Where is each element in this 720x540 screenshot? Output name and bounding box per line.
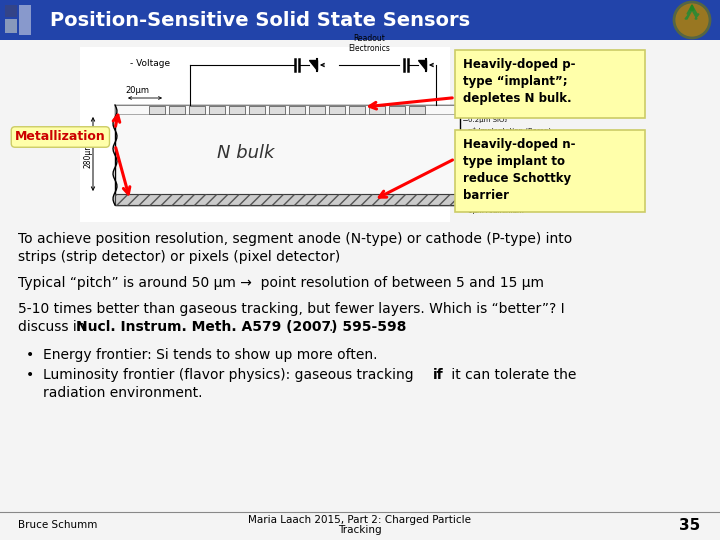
Bar [5, 5, 17, 17]
Text: Energy frontier: Si tends to show up more often.: Energy frontier: Si tends to show up mor… [43, 348, 377, 362]
Polygon shape [418, 60, 426, 70]
Bar [389, 106, 405, 114]
Bar [115, 105, 460, 114]
Bar [115, 105, 460, 205]
Text: Tracking: Tracking [338, 525, 382, 535]
Text: 5-10 times better than gaseous tracking, but fewer layers. Which is “better”? I: 5-10 times better than gaseous tracking,… [18, 302, 564, 316]
Bar [369, 106, 385, 114]
Bar [409, 106, 425, 114]
Text: Nucl. Instrum. Meth. A579 (2007) 595-598: Nucl. Instrum. Meth. A579 (2007) 595-598 [76, 320, 406, 334]
Text: Typical “pitch” is around 50 μm →  point resolution of between 5 and 15 μm: Typical “pitch” is around 50 μm → point … [18, 276, 544, 290]
Bar [115, 194, 460, 205]
Bar [80, 47, 450, 222]
Bar [249, 106, 265, 114]
Bar [209, 106, 225, 114]
Text: •: • [26, 348, 35, 362]
Bar [19, 5, 31, 35]
Bar [309, 106, 325, 114]
Text: •: • [26, 368, 35, 382]
Text: .: . [329, 320, 333, 334]
Bar [349, 106, 365, 114]
Polygon shape [309, 60, 317, 70]
Text: 0.2μm SiO₂: 0.2μm SiO₂ [468, 117, 508, 123]
Text: Maria Laach 2015, Part 2: Charged Particle: Maria Laach 2015, Part 2: Charged Partic… [248, 515, 472, 525]
Circle shape [674, 2, 710, 38]
Text: radiation environment.: radiation environment. [43, 386, 202, 400]
Text: Luminosity frontier (flavor physics): gaseous tracking: Luminosity frontier (flavor physics): ga… [43, 368, 418, 382]
Text: 20μm: 20μm [125, 86, 149, 95]
Bar [5, 19, 17, 33]
Text: Position-Sensitive Solid State Sensors: Position-Sensitive Solid State Sensors [50, 10, 470, 30]
Text: p⁺-Implantation (Boron): p⁺-Implantation (Boron) [468, 127, 552, 134]
Bar [455, 130, 645, 212]
Bar [149, 106, 165, 114]
Bar [455, 50, 645, 118]
Text: - Voltage: - Voltage [130, 58, 170, 68]
Text: strips (strip detector) or pixels (pixel detector): strips (strip detector) or pixels (pixel… [18, 250, 341, 264]
Text: Heavily-doped n-
type implant to
reduce Schottky
barrier: Heavily-doped n- type implant to reduce … [463, 138, 575, 202]
Text: Heavily-doped p-
type “implant”;
depletes N bulk.: Heavily-doped p- type “implant”; deplete… [463, 58, 575, 105]
Text: 1μm Aluminium: 1μm Aluminium [468, 208, 523, 214]
Text: To achieve position resolution, segment anode (N-type) or cathode (P-type) into: To achieve position resolution, segment … [18, 232, 572, 246]
Text: 1μm Aluminium: 1μm Aluminium [468, 108, 523, 114]
Bar [0, 0, 720, 40]
Polygon shape [690, 5, 694, 10]
Text: SI-crystal: SI-crystal [468, 142, 500, 148]
Text: it can tolerate the: it can tolerate the [447, 368, 577, 382]
Bar [189, 106, 205, 114]
Text: Metallization: Metallization [15, 131, 106, 144]
Bar [115, 194, 460, 205]
Polygon shape [685, 5, 699, 19]
Text: Bruce Schumm: Bruce Schumm [18, 520, 97, 530]
Text: n⁺-Implantation (Arsenic): n⁺-Implantation (Arsenic) [468, 191, 557, 199]
Text: (n-type): (n-type) [468, 156, 496, 162]
Text: if: if [433, 368, 444, 382]
Text: 35: 35 [679, 517, 700, 532]
Bar [269, 106, 285, 114]
Bar [289, 106, 305, 114]
Text: discuss in: discuss in [18, 320, 90, 334]
Bar [229, 106, 245, 114]
Text: 280μm: 280μm [84, 141, 92, 168]
Text: N bulk: N bulk [217, 144, 275, 162]
Bar [329, 106, 345, 114]
Text: Readout
Electronics: Readout Electronics [348, 33, 390, 53]
Bar [169, 106, 185, 114]
